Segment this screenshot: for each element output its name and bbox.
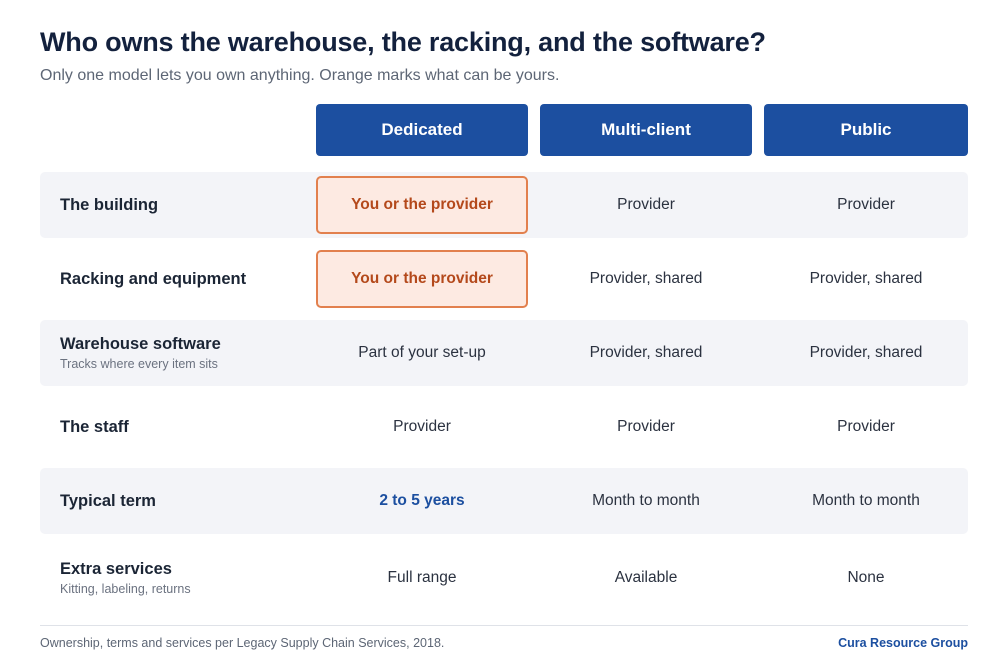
table-row: Extra services Kitting, labeling, return… [40, 545, 968, 611]
row-label: Warehouse software [60, 335, 221, 353]
cell-multi-client: Available [614, 569, 678, 586]
cell-dedicated: You or the provider [316, 250, 528, 308]
cell-dedicated: You or the provider [316, 176, 528, 234]
row-sublabel: Tracks where every item sits [60, 357, 218, 371]
page-title: Who owns the warehouse, the racking, and… [40, 27, 766, 57]
cell-multi-client: Provider [617, 196, 675, 213]
table-row: Typical term 2 to 5 years Month to month… [40, 468, 968, 534]
cell-multi-client: Provider, shared [589, 270, 703, 287]
cell-public: Provider, shared [809, 270, 923, 287]
cell-public: Provider [837, 418, 895, 435]
footer-divider [40, 625, 968, 626]
cell-multi-client: Provider [617, 418, 675, 435]
row-label: Racking and equipment [60, 269, 247, 288]
cell-dedicated: Provider [393, 418, 451, 435]
cell-public: Month to month [812, 492, 920, 509]
row-label: Extra services [60, 560, 172, 578]
table-row: Warehouse software Tracks where every it… [40, 320, 968, 386]
column-header-dedicated: Dedicated [316, 104, 528, 156]
cell-dedicated: Part of your set-up [358, 344, 486, 361]
table-row: Racking and equipment You or the provide… [40, 246, 968, 312]
source-footnote: Ownership, terms and services per Legacy… [40, 636, 445, 650]
cell-multi-client: Provider, shared [589, 344, 703, 361]
page-subtitle: Only one model lets you own anything. Or… [40, 67, 560, 84]
column-header-multi-client: Multi-client [540, 104, 752, 156]
cell-public: None [847, 569, 885, 586]
cell-public: Provider [837, 196, 895, 213]
table-row: The staff Provider Provider Provider [40, 394, 968, 460]
row-label: Typical term [60, 491, 156, 510]
row-label: The building [60, 195, 159, 214]
row-sublabel: Kitting, labeling, returns [60, 582, 191, 596]
cell-dedicated: 2 to 5 years [379, 492, 465, 509]
row-label: The staff [60, 417, 129, 436]
cell-public: Provider, shared [809, 344, 923, 361]
table-row: The building You or the provider Provide… [40, 172, 968, 238]
cell-dedicated: Full range [387, 569, 457, 586]
column-header-public: Public [764, 104, 968, 156]
brand-name: Cura Resource Group [838, 636, 968, 650]
cell-multi-client: Month to month [592, 492, 700, 509]
